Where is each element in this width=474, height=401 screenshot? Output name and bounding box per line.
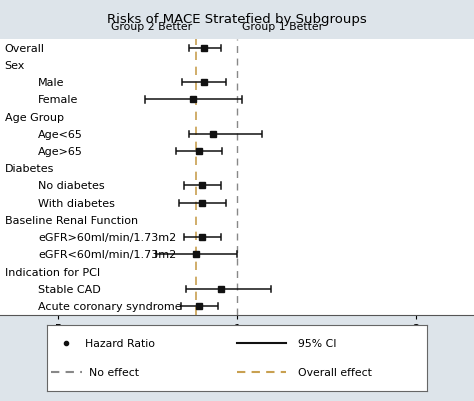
Text: Overall: Overall [5,44,45,54]
Text: Age Group: Age Group [5,112,64,122]
Text: Sex: Sex [5,61,25,71]
Text: Age>65: Age>65 [38,147,83,157]
Text: Indication for PCI: Indication for PCI [5,267,100,277]
Text: Acute coronary syndrome: Acute coronary syndrome [38,301,182,311]
Text: Group 2 Better: Group 2 Better [110,22,192,32]
Text: 95% CI: 95% CI [298,338,336,348]
Text: Overall effect: Overall effect [298,367,372,377]
Text: Hazard Ratio: Hazard Ratio [85,338,155,348]
Text: Age<65: Age<65 [38,130,83,140]
Text: eGFR>60ml/min/1.73m2: eGFR>60ml/min/1.73m2 [38,233,176,243]
Text: Female: Female [38,95,78,105]
Text: No diabetes: No diabetes [38,181,105,191]
Text: Diabetes: Diabetes [5,164,54,174]
Text: Risks of MACE Stratefied by Subgroups: Risks of MACE Stratefied by Subgroups [107,12,367,26]
Text: eGFR<60ml/min/1.73m2: eGFR<60ml/min/1.73m2 [38,250,176,260]
Text: No effect: No effect [89,367,139,377]
Text: Male: Male [38,78,64,88]
Text: Group 1 Better: Group 1 Better [242,22,323,32]
Text: Stable CAD: Stable CAD [38,284,100,294]
Text: Baseline Renal Function: Baseline Renal Function [5,215,138,225]
Text: With diabetes: With diabetes [38,198,115,208]
